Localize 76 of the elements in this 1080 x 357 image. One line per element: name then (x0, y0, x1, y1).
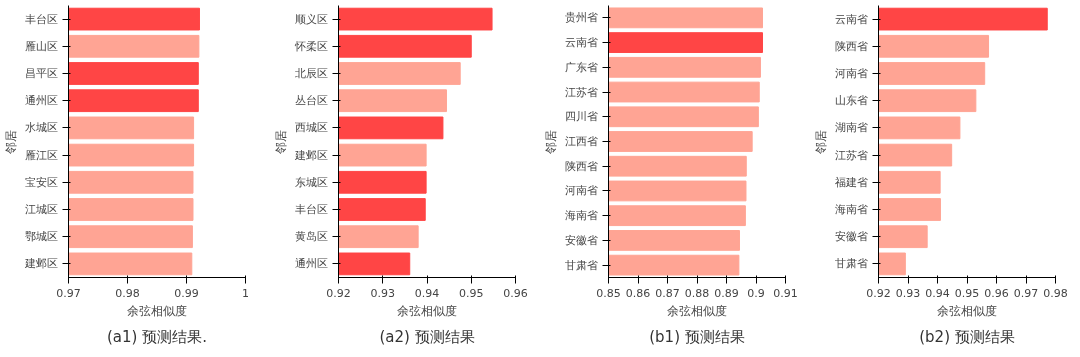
y-tick-label: 江苏省 (834, 148, 868, 162)
y-tick-label: 河南省 (564, 184, 598, 198)
y-tick-label: 河南省 (834, 67, 868, 80)
x-tick-label: 0.87 (655, 286, 680, 300)
x-tick-label: 1 (242, 286, 249, 300)
y-tick-label: 昌平区 (24, 67, 58, 80)
y-tick-label: 通州区 (24, 94, 58, 108)
x-axis-title: 余弦相似度 (127, 303, 187, 318)
y-tick-label: 江苏省 (564, 85, 598, 99)
y-tick-label: 宝安区 (24, 175, 58, 189)
y-tick-label: 东城区 (294, 175, 328, 189)
y-tick-label: 安徽省 (834, 230, 868, 244)
x-tick-label: 0.92 (866, 286, 891, 300)
y-tick-label: 福建省 (834, 175, 868, 189)
y-tick-label: 贵州省 (564, 11, 598, 25)
y-axis-title: 邻居 (3, 129, 18, 154)
y-tick-label: 丰台区 (294, 203, 328, 216)
y-tick-label: 陕西省 (834, 39, 868, 53)
x-axis-title: 余弦相似度 (937, 303, 997, 318)
y-tick-label: 山东省 (834, 94, 868, 108)
y-tick-label: 黄岛区 (294, 230, 328, 244)
text: (b2) 预测结果 (919, 327, 1015, 346)
x-tick-label: 0.9 (747, 286, 765, 300)
x-tick-label: 0.98 (115, 286, 140, 300)
y-tick-label: 海南省 (564, 209, 598, 223)
y-tick-label: 云南省 (564, 36, 598, 50)
x-tick-label: 0.96 (503, 286, 528, 300)
y-axis-title: 邻居 (813, 129, 828, 154)
x-tick-label: 0.94 (925, 286, 950, 300)
x-tick-label: 0.85 (596, 286, 621, 300)
y-tick-label: 北辰区 (294, 67, 328, 80)
y-tick-label: 广东省 (564, 60, 598, 74)
x-tick-label: 0.86 (625, 286, 651, 300)
x-tick-label: 0.88 (684, 286, 710, 300)
y-tick-label: 云南省 (834, 12, 868, 26)
y-tick-label: 建邺区 (23, 257, 58, 271)
y-tick-label: 雁山区 (24, 39, 58, 53)
y-tick-label: 西城区 (294, 121, 328, 135)
x-tick-label: 0.91 (773, 286, 798, 300)
y-tick-label: 鄂城区 (24, 230, 58, 244)
y-axis-title: 邻居 (543, 129, 558, 154)
x-tick-label: 0.97 (1013, 286, 1039, 300)
y-tick-label: 四川省 (564, 110, 598, 124)
y-tick-label: 雁江区 (24, 148, 58, 162)
y-tick-label: 陕西省 (564, 159, 598, 173)
x-tick-label: 0.89 (714, 286, 739, 300)
text: (a1) 预测结果. (107, 327, 207, 346)
y-tick-label: 安徽省 (564, 233, 598, 247)
x-tick-label: 0.92 (326, 286, 351, 300)
y-tick-label: 丰台区 (24, 12, 58, 26)
x-tick-label: 0.93 (895, 286, 921, 300)
x-axis-title: 余弦相似度 (667, 303, 727, 318)
y-tick-label: 通州区 (294, 257, 328, 271)
y-tick-label: 甘肃省 (834, 257, 868, 271)
y-tick-label: 顺义区 (294, 12, 328, 26)
x-tick-label: 0.96 (984, 286, 1009, 300)
x-axis-title: 余弦相似度 (397, 303, 457, 318)
text: (b1) 预测结果 (649, 327, 745, 346)
x-tick-label: 0.95 (954, 286, 980, 300)
y-tick-label: 水城区 (24, 121, 58, 135)
x-tick-label: 0.98 (1043, 286, 1068, 300)
y-tick-label: 丛台区 (294, 94, 328, 108)
y-tick-label: 海南省 (834, 203, 868, 216)
y-tick-label: 怀柔区 (293, 39, 328, 53)
y-axis-title: 邻居 (273, 129, 288, 154)
y-tick-label: 甘肃省 (564, 258, 598, 272)
x-tick-label: 0.95 (459, 286, 484, 300)
y-tick-label: 湖南省 (834, 121, 868, 135)
y-tick-label: 建邺区 (293, 148, 328, 162)
text: (a2) 预测结果 (379, 327, 475, 346)
x-tick-label: 0.99 (174, 286, 199, 300)
y-tick-label: 江西省 (564, 135, 598, 148)
x-tick-label: 0.93 (370, 286, 395, 300)
x-tick-label: 0.97 (56, 286, 81, 300)
x-tick-label: 0.94 (414, 286, 440, 300)
y-tick-label: 江城区 (24, 203, 58, 216)
